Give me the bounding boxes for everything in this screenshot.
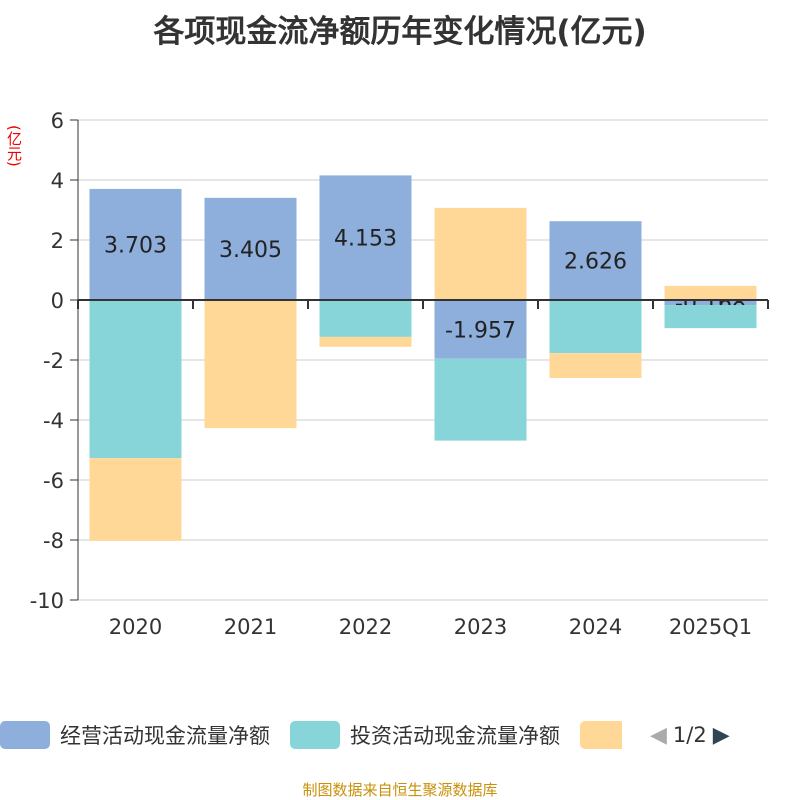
bar-2 [664,285,757,300]
x-tick-label: 2021 [224,615,277,639]
y-tick-label: -4 [43,409,64,433]
x-tick-label: 2022 [339,615,392,639]
x-tick-label: 2020 [109,615,162,639]
bar-1 [434,358,527,441]
legend: 经营活动现金流量净额 投资活动现金流量净额 ◀ 1/2 ▶ [0,718,730,752]
source-note: 制图数据来自恒生聚源数据库 [302,781,498,799]
bar-2 [204,300,297,429]
legend-page: 1/2 [672,723,707,747]
y-tick-label: 2 [51,229,64,253]
y-axis-unit: (亿元) [5,125,23,167]
bar-2 [319,336,412,347]
bar-1 [319,300,412,337]
bar-0 [89,188,182,300]
bar-1 [549,300,642,354]
x-tick-label: 2023 [454,615,507,639]
bar-2 [549,353,642,378]
bar-2 [434,207,527,300]
y-tick-label: -8 [43,529,64,553]
chart-plot: 6 4 2 0 -2 -4 -6 -8 -10 3.703 2020 3.405 2021 4.153 20… [30,109,769,639]
x-tick-label: 2024 [569,615,622,639]
bar-2 [89,458,182,541]
bar-0 [204,197,297,300]
legend-swatch-investing[interactable] [290,721,340,749]
bar-0 [549,221,642,300]
legend-prev-icon[interactable]: ◀ [650,722,667,748]
bar-0 [319,175,412,300]
y-tick-label: 4 [51,169,64,193]
y-tick-label: 0 [51,289,64,313]
y-tick-label: -10 [30,589,64,613]
data-label: 3.405 [219,238,282,263]
data-label: 3.703 [104,233,167,258]
x-tick-label: 2025Q1 [669,615,752,639]
bar-0 [434,300,527,359]
y-tick-label: -2 [43,349,64,373]
data-label: 2.626 [564,250,627,275]
legend-swatch-operating[interactable] [0,721,50,749]
data-label: 4.153 [334,227,397,252]
legend-label-operating[interactable]: 经营活动现金流量净额 [60,724,270,748]
legend-label-investing[interactable]: 投资活动现金流量净额 [350,724,560,748]
legend-next-icon[interactable]: ▶ [712,722,730,748]
legend-swatch-financing[interactable] [580,721,622,749]
y-tick-label: -6 [43,469,64,493]
data-label: -1.957 [445,318,516,343]
bar-0 [664,300,757,306]
bar-1 [89,300,182,459]
y-tick-label: 6 [51,109,64,133]
chart-title: 各项现金流净额历年变化情况(亿元) [153,14,647,50]
bar-1 [664,305,757,329]
